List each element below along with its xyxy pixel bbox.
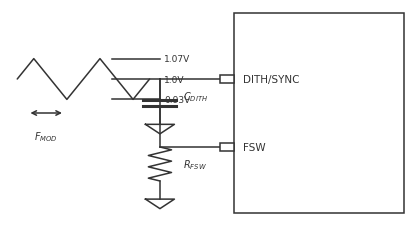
Bar: [220, 143, 234, 151]
Text: $F_{MOD}$: $F_{MOD}$: [34, 129, 58, 143]
Text: $R_{FSW}$: $R_{FSW}$: [183, 157, 207, 171]
Text: $C_{DITH}$: $C_{DITH}$: [183, 90, 208, 104]
Bar: [220, 76, 234, 84]
Text: 1.07V: 1.07V: [164, 55, 190, 64]
Bar: [234, 14, 404, 213]
Text: 1.0V: 1.0V: [164, 75, 185, 84]
Text: 0.93V: 0.93V: [164, 96, 190, 104]
Text: DITH/SYNC: DITH/SYNC: [243, 75, 299, 85]
Text: FSW: FSW: [243, 142, 265, 152]
